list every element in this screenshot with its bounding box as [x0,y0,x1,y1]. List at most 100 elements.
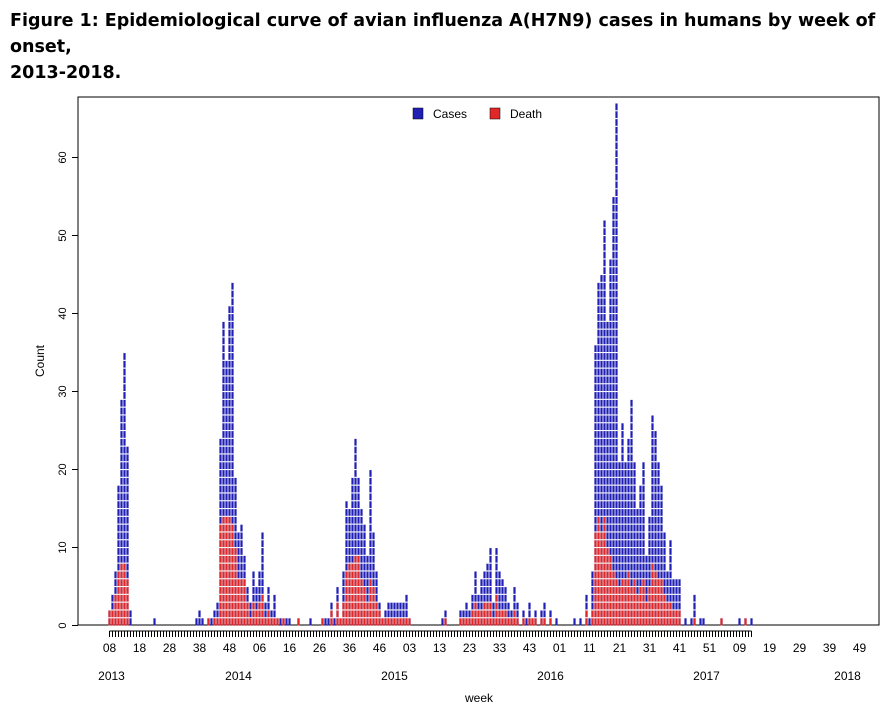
bar-separator [633,578,636,580]
bar-separator [657,586,660,588]
bar-separator [642,508,645,510]
bar-separator [354,547,357,549]
bar-separator [240,539,243,541]
bar-separator [606,414,609,416]
bar-separator [111,593,114,595]
bar-separator [225,578,228,580]
bar-separator [603,367,606,369]
bar-separator [351,570,354,572]
bar-separator [378,617,381,619]
bar-separator [222,359,225,361]
bar-separator [672,609,675,611]
bar-separator [489,554,492,556]
bar-separator [489,586,492,588]
bar-separator [639,570,642,572]
death-bar [666,602,669,626]
bar-separator [612,414,615,416]
bar-separator [114,617,117,619]
bar-separator [480,586,483,588]
bar-separator [375,570,378,572]
bar-separator [651,515,654,517]
bar-separator [351,609,354,611]
death-bar [375,602,378,626]
bar-separator [345,531,348,533]
week-tick-label: 29 [793,641,807,655]
bar-separator [660,484,663,486]
bar-separator [630,469,633,471]
bar-separator [123,367,126,369]
bar-separator [243,578,246,580]
death-bar [486,602,489,626]
bar-separator [123,609,126,611]
bar-separator [228,469,231,471]
bar-separator [243,586,246,588]
week-tick-label: 11 [583,641,596,655]
bar-separator [477,617,480,619]
bar-separator [585,609,588,611]
week-tick-label: 19 [763,641,777,655]
bar-separator [231,383,234,385]
bar-separator [633,523,636,525]
bar-separator [243,593,246,595]
death-bar [693,617,696,626]
bar-separator [618,500,621,502]
bar-separator [120,406,123,408]
bar-separator [600,492,603,494]
death-bar [372,586,375,626]
bar-separator [624,547,627,549]
bar-separator [351,539,354,541]
bar-separator [615,172,618,174]
bar-separator [615,547,618,549]
bar-separator [594,515,597,517]
bar-separator [618,593,621,595]
bar-separator [621,570,624,572]
bar-separator [267,601,270,603]
bar-separator [594,586,597,588]
bar-separator [609,274,612,276]
bar-separator [669,554,672,556]
bar-separator [120,554,123,556]
bar-separator [120,414,123,416]
bar-separator [219,500,222,502]
bar-separator [657,500,660,502]
cases-bar [249,602,252,626]
cases-bar [609,258,612,626]
death-bar [252,602,255,626]
bar-separator [657,476,660,478]
bar-separator [351,492,354,494]
bar-separator [660,508,663,510]
bar-separator [111,609,114,611]
bar-separator [372,562,375,564]
bar-separator [222,547,225,549]
cases-bar [474,570,477,626]
death-bar [522,617,525,626]
bar-separator [357,547,360,549]
bar-separator [657,531,660,533]
bar-separator [606,406,609,408]
bar-separator [669,586,672,588]
death-bar [510,617,513,626]
bar-separator [630,531,633,533]
bar-separator [120,469,123,471]
bar-separator [615,235,618,237]
bar-separator [639,601,642,603]
bar-separator [585,601,588,603]
bar-separator [444,617,447,619]
bar-separator [654,476,657,478]
bar-separator [660,554,663,556]
year-label: 2015 [381,669,408,683]
bar-separator [660,547,663,549]
bar-separator [354,453,357,455]
bar-separator [351,500,354,502]
bar-separator [603,391,606,393]
bar-separator [618,539,621,541]
bar-separator [249,617,252,619]
bar-separator [231,617,234,619]
bar-separator [549,617,552,619]
bar-separator [219,437,222,439]
bar-separator [603,601,606,603]
bar-separator [600,359,603,361]
bar-separator [600,352,603,354]
cases-bar [363,524,366,626]
cases-bar [573,617,576,626]
